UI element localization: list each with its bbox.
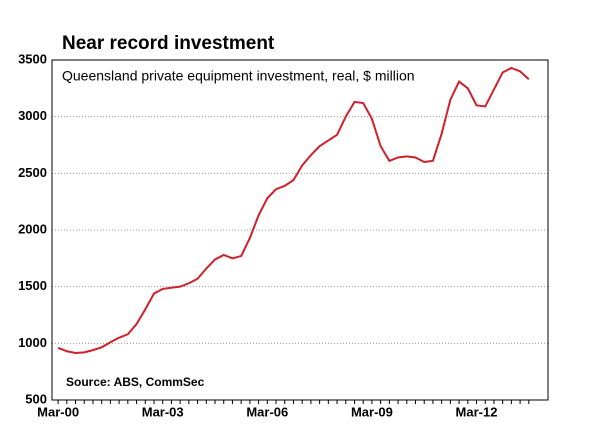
x-tick-label: Mar-03: [142, 404, 184, 419]
y-tick-label: 1500: [18, 278, 47, 293]
y-tick-label: 1000: [18, 335, 47, 350]
x-tick-label: Mar-00: [37, 404, 79, 419]
y-tick-label: 3000: [18, 108, 47, 123]
y-tick-label: 2000: [18, 221, 47, 236]
plot-frame: [51, 59, 549, 401]
chart-subtitle: Queensland private equipment investment,…: [62, 68, 415, 84]
y-tick-label: 500: [25, 391, 47, 406]
chart-title: Near record investment: [62, 33, 275, 54]
x-tick-label: Mar-12: [456, 404, 498, 419]
y-tick-label: 3500: [18, 51, 47, 66]
x-tick-label: Mar-09: [351, 404, 393, 419]
data-line: [57, 66, 530, 354]
y-tick-label: 2500: [18, 165, 47, 180]
x-tick-label: Mar-06: [246, 404, 288, 419]
source-note: Source: ABS, CommSec: [66, 375, 205, 389]
